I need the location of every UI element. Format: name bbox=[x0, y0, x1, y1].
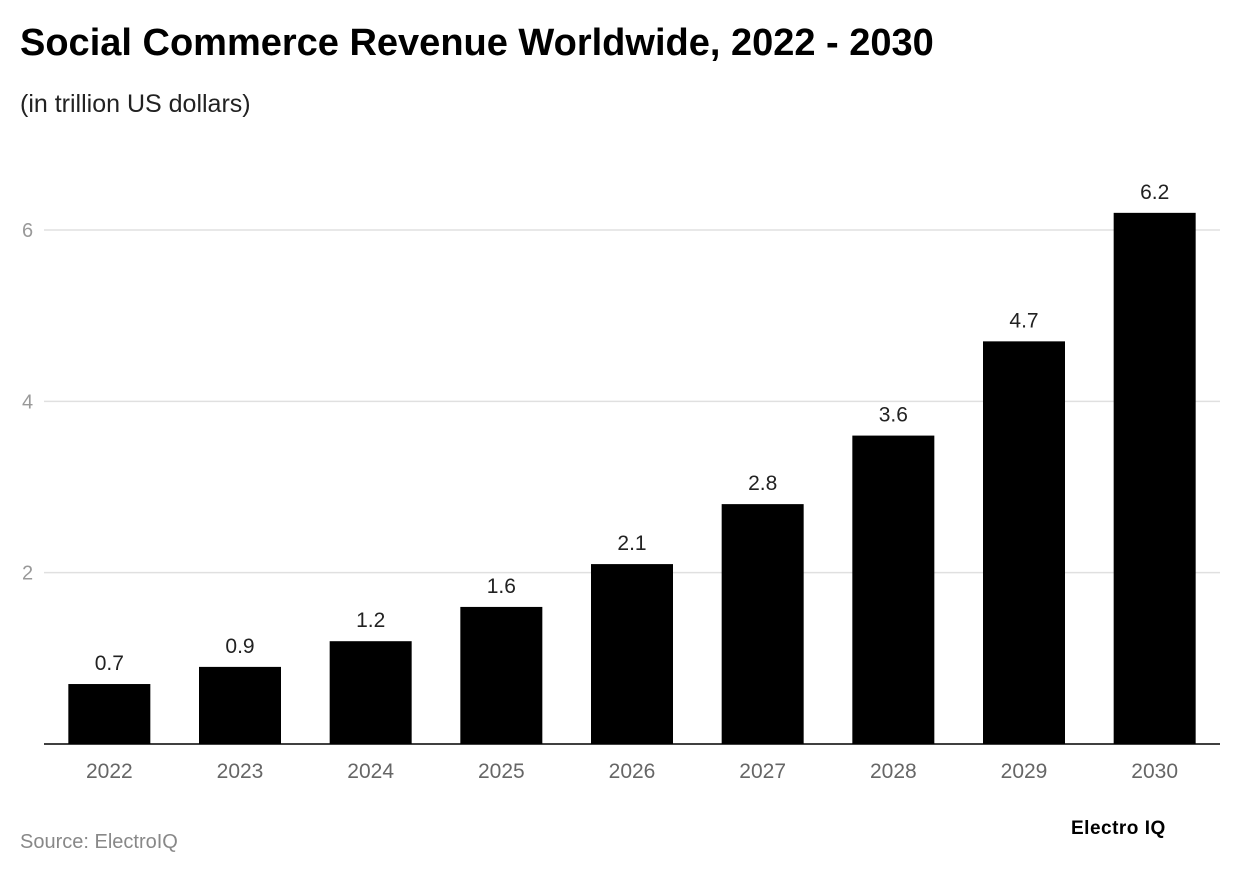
bar bbox=[1113, 212, 1196, 744]
bar bbox=[721, 504, 804, 744]
bar bbox=[329, 641, 412, 744]
x-tick-label: 2025 bbox=[478, 760, 525, 783]
bar bbox=[983, 341, 1065, 744]
x-tick-label: 2023 bbox=[217, 760, 264, 783]
data-label: 6.2 bbox=[1140, 181, 1169, 204]
data-label: 2.1 bbox=[617, 532, 646, 555]
bar bbox=[199, 666, 281, 744]
x-tick-label: 2029 bbox=[1001, 760, 1048, 783]
data-label: 1.2 bbox=[356, 609, 385, 632]
x-tick-label: 2028 bbox=[870, 760, 917, 783]
x-tick-label: 2026 bbox=[609, 760, 656, 783]
x-tick-label: 2030 bbox=[1131, 760, 1178, 783]
bar bbox=[460, 606, 543, 744]
data-label: 1.6 bbox=[487, 575, 516, 598]
y-tick-label: 2 bbox=[22, 563, 33, 585]
y-tick-label: 4 bbox=[22, 391, 33, 413]
x-tick-label: 2022 bbox=[86, 760, 133, 783]
bar bbox=[68, 684, 151, 744]
data-label: 0.9 bbox=[225, 635, 254, 658]
chart-title: Social Commerce Revenue Worldwide, 2022 … bbox=[20, 22, 934, 64]
data-label: 4.7 bbox=[1009, 309, 1038, 332]
electro-iq-logo: Electro IQ bbox=[1071, 818, 1166, 839]
source-note: Source: ElectroIQ bbox=[20, 831, 178, 853]
x-tick-label: 2024 bbox=[347, 760, 394, 783]
x-tick-label: 2027 bbox=[739, 760, 786, 783]
data-label: 0.7 bbox=[95, 652, 124, 675]
data-label: 3.6 bbox=[879, 404, 908, 427]
y-tick-label: 6 bbox=[22, 220, 33, 242]
bar bbox=[852, 435, 935, 744]
bar bbox=[591, 564, 673, 744]
chart-subtitle: (in trillion US dollars) bbox=[20, 90, 251, 118]
data-label: 2.8 bbox=[748, 472, 777, 495]
